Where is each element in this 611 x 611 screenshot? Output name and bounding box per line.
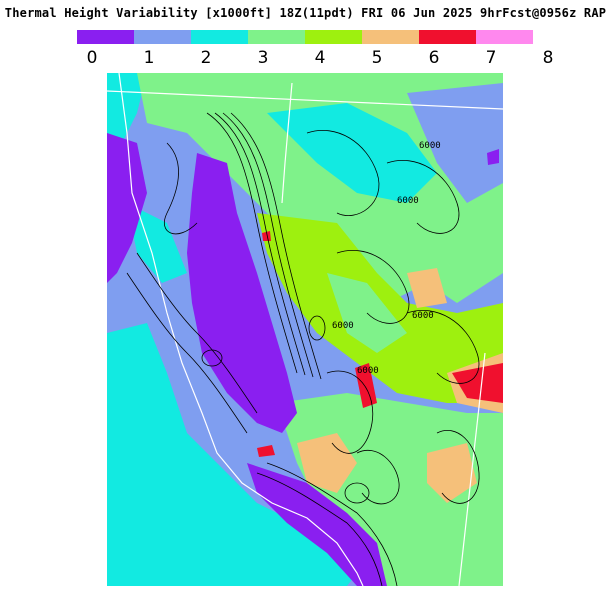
- low-region-northeast: [407, 83, 503, 203]
- legend-swatch-3-4: [248, 30, 305, 44]
- contour-line-6: [306, 130, 380, 216]
- red-region-east: [452, 363, 503, 403]
- legend-swatch-5-6: [362, 30, 419, 44]
- contour-line-11: [256, 472, 383, 586]
- legend-tick-3: 3: [257, 48, 269, 68]
- legend-tick-8: 8: [542, 48, 554, 68]
- legend-tick-2: 2: [200, 48, 212, 68]
- legend-tick-4: 4: [314, 48, 326, 68]
- thermal-height-map: 6000 6000 6000 6000 6000: [107, 73, 503, 586]
- contour-line-15: [436, 430, 480, 504]
- purple-region-central-valley: [187, 153, 297, 433]
- cyan-region-southwest: [107, 323, 357, 586]
- red-spot-south: [257, 445, 275, 457]
- contour-line-8: [336, 250, 410, 324]
- red-spot-north: [262, 231, 271, 241]
- contour-ring-1: [201, 349, 223, 367]
- contour-line-16: [356, 450, 400, 505]
- contour-label-4: 6000: [332, 321, 354, 331]
- legend-swatch-1-2: [134, 30, 191, 44]
- contour-line-5: [164, 142, 198, 235]
- legend-tick-1: 1: [143, 48, 155, 68]
- contour-line-2: [214, 112, 306, 376]
- purple-region-south-coast: [247, 463, 387, 586]
- legend-swatch-2-3: [191, 30, 248, 44]
- contour-line-9: [406, 310, 480, 384]
- tan-region-south-1: [297, 433, 357, 493]
- contour-line-13: [126, 272, 248, 434]
- map-title: Thermal Height Variability [x1000ft] 18Z…: [4, 6, 607, 20]
- tan-region-north: [407, 268, 447, 308]
- contour-line-10: [326, 370, 374, 454]
- contour-label-5: 6000: [357, 366, 379, 376]
- contour-labels: 6000 6000 6000 6000 6000: [332, 141, 441, 376]
- legend-tick-labels: 0 1 2 3 4 5 6 7 8: [0, 48, 611, 70]
- coastline: [118, 73, 364, 586]
- contour-line-3: [222, 112, 314, 378]
- red-region-central: [355, 363, 377, 408]
- boundary-line-east: [458, 352, 486, 586]
- legend-swatch-0-1: [77, 30, 134, 44]
- contour-label-3: 6000: [412, 311, 434, 321]
- purple-spot-northeast: [487, 149, 499, 165]
- state-boundaries: [107, 73, 503, 586]
- contour-ring-2: [308, 315, 326, 341]
- contour-ring-3: [344, 482, 370, 504]
- legend-tick-6: 6: [428, 48, 440, 68]
- color-legend-bar: [77, 30, 533, 44]
- legend-tick-5: 5: [371, 48, 383, 68]
- contour-line-14: [136, 252, 258, 414]
- contour-line-7: [386, 160, 460, 234]
- contour-lines: [126, 112, 480, 586]
- boundary-line-north: [107, 90, 503, 110]
- contour-line-12: [266, 462, 398, 586]
- contour-label-1: 6000: [419, 141, 441, 151]
- legend-tick-7: 7: [485, 48, 497, 68]
- contour-label-2: 6000: [397, 196, 419, 206]
- contour-line-1: [206, 112, 298, 374]
- contour-line-4: [230, 112, 322, 380]
- legend-swatch-7-8: [476, 30, 533, 44]
- legend-tick-0: 0: [86, 48, 98, 68]
- tan-region-south-2: [427, 443, 477, 503]
- legend-swatch-6-7: [419, 30, 476, 44]
- green-region-north: [137, 73, 503, 303]
- boundary-line-north-interior: [281, 82, 293, 204]
- legend-swatch-4-5: [305, 30, 362, 44]
- cyan-region-north-interior: [267, 103, 437, 203]
- purple-region-coast: [107, 133, 147, 283]
